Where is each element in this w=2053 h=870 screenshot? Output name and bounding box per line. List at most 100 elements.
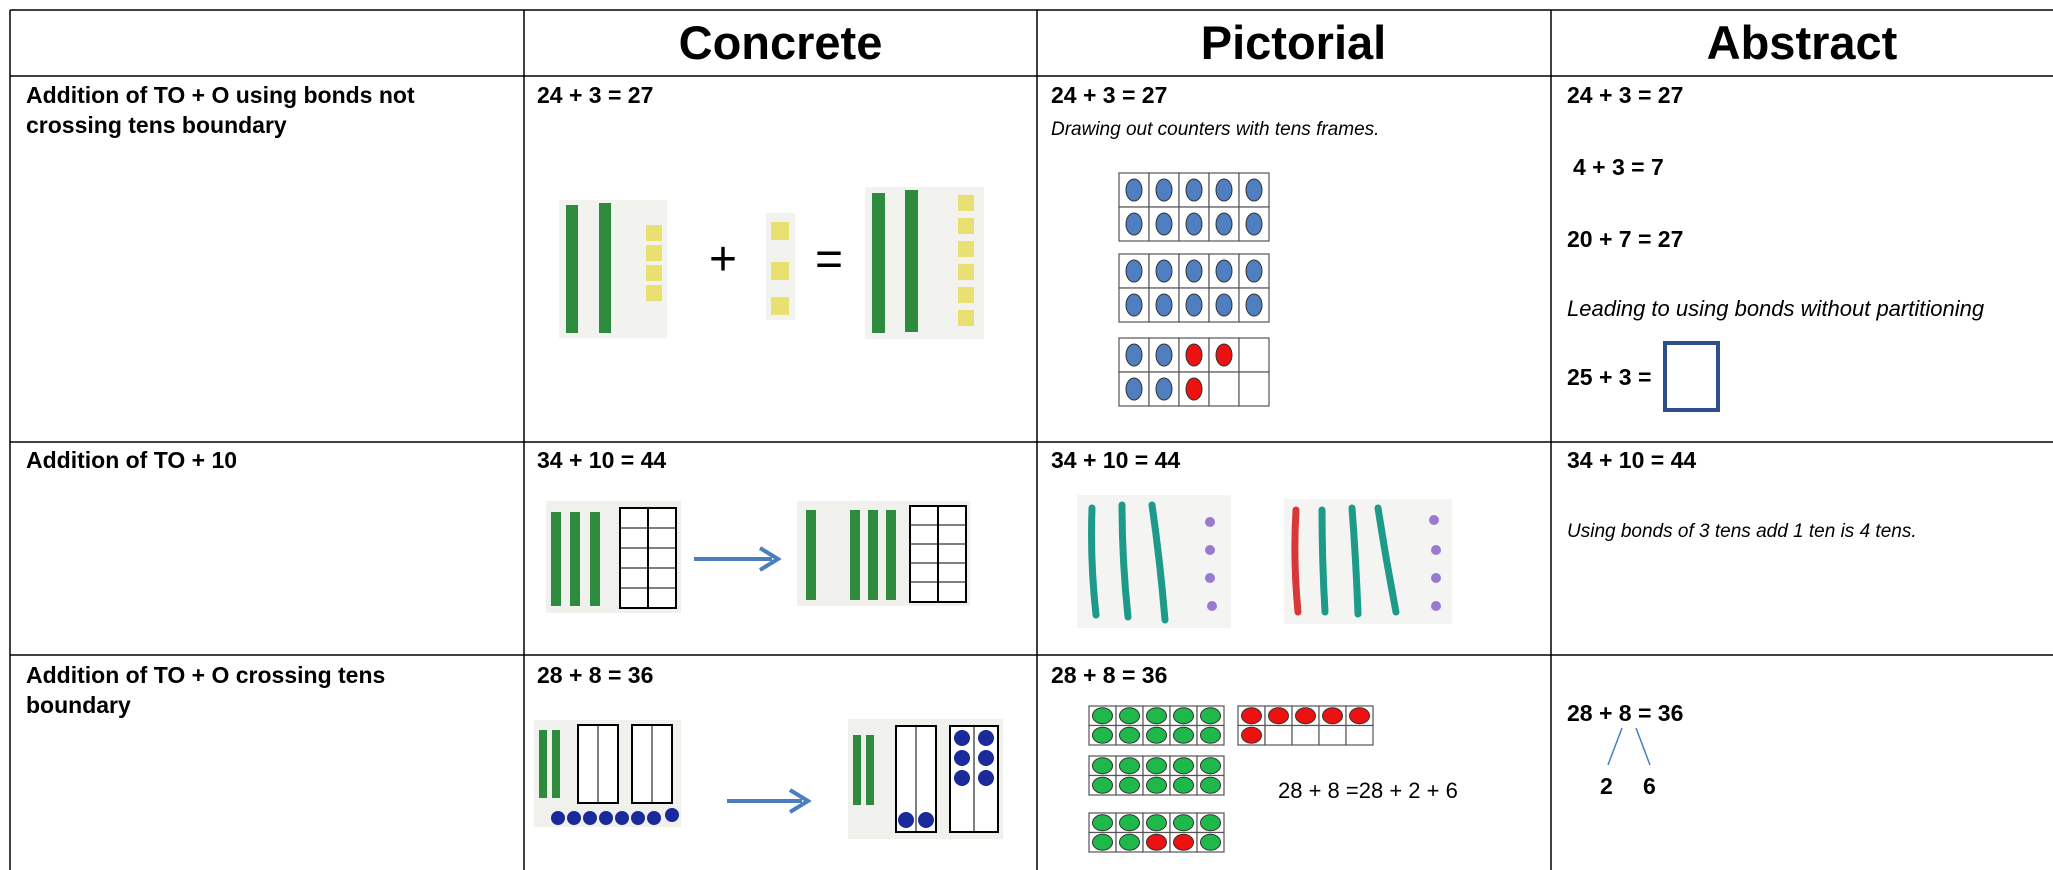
drawing-photo bbox=[1077, 495, 1452, 628]
counter bbox=[1245, 293, 1263, 317]
counter bbox=[1241, 726, 1262, 744]
counter bbox=[1146, 814, 1167, 832]
counter bbox=[1125, 178, 1143, 202]
counter bbox=[1200, 814, 1221, 832]
counter bbox=[1146, 776, 1167, 794]
equation: 28 + 8 = 36 bbox=[537, 662, 654, 688]
counter bbox=[1155, 259, 1173, 283]
counter bbox=[1119, 814, 1140, 832]
counter bbox=[1173, 833, 1194, 851]
counter bbox=[1125, 259, 1143, 283]
counter bbox=[1146, 707, 1167, 725]
counter bbox=[1155, 212, 1173, 236]
answer-box bbox=[1663, 341, 1720, 412]
counter bbox=[1215, 293, 1233, 317]
equation: 24 + 3 = 27 bbox=[1567, 82, 1684, 108]
base-ten-photo bbox=[534, 719, 1003, 839]
row-label: Addition of TO + O using bonds not cross… bbox=[26, 82, 415, 138]
counter bbox=[1200, 707, 1221, 725]
counter bbox=[1322, 707, 1343, 725]
counter bbox=[1245, 178, 1263, 202]
caption: 28 + 8 =28 + 2 + 6 bbox=[1278, 778, 1458, 803]
counter bbox=[1185, 259, 1203, 283]
counter bbox=[1155, 178, 1173, 202]
counter bbox=[1092, 726, 1113, 744]
counter bbox=[1215, 212, 1233, 236]
equation: 20 + 7 = 27 bbox=[1567, 226, 1684, 252]
counter bbox=[1173, 776, 1194, 794]
counter bbox=[1125, 212, 1143, 236]
counter bbox=[1200, 757, 1221, 775]
counter bbox=[1215, 178, 1233, 202]
counter bbox=[1119, 726, 1140, 744]
note: Leading to using bonds without partition… bbox=[1567, 296, 1985, 321]
counter bbox=[1173, 726, 1194, 744]
note: Using bonds of 3 tens add 1 ten is 4 ten… bbox=[1567, 521, 1917, 542]
counter bbox=[1125, 377, 1143, 401]
counter bbox=[1092, 757, 1113, 775]
equation: 28 + 8 = 36 bbox=[1051, 662, 1168, 688]
counter bbox=[1092, 814, 1113, 832]
counter bbox=[1185, 178, 1203, 202]
equation: 34 + 10 = 44 bbox=[1567, 447, 1697, 473]
counter bbox=[1119, 776, 1140, 794]
frame-cell bbox=[1238, 371, 1270, 407]
frame-cell bbox=[1318, 724, 1347, 746]
counter bbox=[1119, 833, 1140, 851]
operator: = bbox=[815, 233, 844, 286]
counter bbox=[1185, 212, 1203, 236]
counter bbox=[1146, 757, 1167, 775]
column-header: Abstract bbox=[1706, 16, 1898, 69]
counter bbox=[1119, 757, 1140, 775]
operator: + bbox=[709, 233, 738, 286]
frame-cell bbox=[1264, 724, 1293, 746]
prompt: 25 + 3 = bbox=[1567, 364, 1652, 390]
frame-cell bbox=[1208, 371, 1240, 407]
counter bbox=[1146, 726, 1167, 744]
counter bbox=[1200, 776, 1221, 794]
counter bbox=[1146, 833, 1167, 851]
counter bbox=[1092, 707, 1113, 725]
counter bbox=[1092, 776, 1113, 794]
frame-cell bbox=[1291, 724, 1320, 746]
equation: 24 + 3 = 27 bbox=[1051, 82, 1168, 108]
counter bbox=[1241, 707, 1262, 725]
counter bbox=[1125, 293, 1143, 317]
base-ten-photo bbox=[546, 501, 970, 613]
counter bbox=[1215, 343, 1233, 367]
base-ten-photo bbox=[559, 187, 984, 339]
counter bbox=[1295, 707, 1316, 725]
counter bbox=[1349, 707, 1370, 725]
counter bbox=[1155, 293, 1173, 317]
column-header: Concrete bbox=[678, 16, 883, 69]
counter bbox=[1200, 833, 1221, 851]
frame-cell bbox=[1345, 724, 1374, 746]
column-header: Pictorial bbox=[1200, 16, 1387, 69]
counter bbox=[1200, 726, 1221, 744]
row-label: Addition of TO + 10 bbox=[26, 447, 238, 473]
equation: 34 + 10 = 44 bbox=[537, 447, 667, 473]
caption: Drawing out counters with tens frames. bbox=[1051, 119, 1380, 140]
partition-lines bbox=[1607, 727, 1651, 766]
equation: 24 + 3 = 27 bbox=[537, 82, 654, 108]
equation: 4 + 3 = 7 bbox=[1573, 154, 1664, 180]
counter bbox=[1155, 377, 1173, 401]
counter bbox=[1173, 757, 1194, 775]
row-label: Addition of TO + O crossing tens boundar… bbox=[26, 662, 386, 718]
counter bbox=[1215, 259, 1233, 283]
counter bbox=[1119, 707, 1140, 725]
counter bbox=[1185, 293, 1203, 317]
counter bbox=[1245, 212, 1263, 236]
equation: 34 + 10 = 44 bbox=[1051, 447, 1181, 473]
counter bbox=[1268, 707, 1289, 725]
counter bbox=[1173, 707, 1194, 725]
counter bbox=[1185, 377, 1203, 401]
part: 6 bbox=[1643, 773, 1656, 799]
counter bbox=[1092, 833, 1113, 851]
equation: 28 + 8 = 36 bbox=[1567, 700, 1684, 726]
counter bbox=[1155, 343, 1173, 367]
counter bbox=[1125, 343, 1143, 367]
counter bbox=[1185, 343, 1203, 367]
